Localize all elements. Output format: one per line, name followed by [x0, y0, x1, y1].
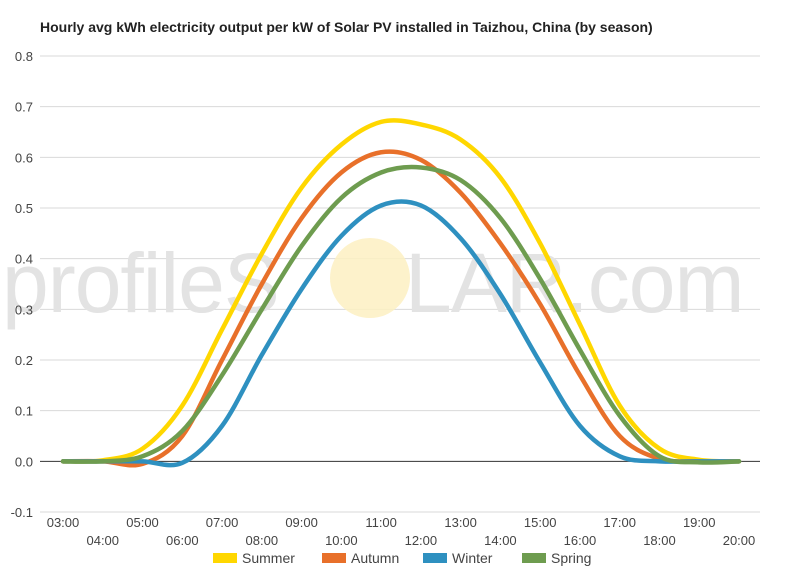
gridlines	[40, 55, 760, 513]
x-axis-ticks: 03:00 04:00 05:00 06:00 07:00 08:00 09:00 10:00…	[47, 515, 756, 548]
y-tick-label: 0.4	[15, 252, 33, 267]
x-tick-label: 17:00	[603, 515, 636, 530]
series-line-summer	[60, 118, 742, 464]
legend-label-spring: Spring	[551, 550, 591, 566]
legend-label-summer: Summer	[242, 550, 295, 566]
legend: Summer Autumn Winter Spring	[213, 550, 591, 566]
x-tick-label: 04:00	[86, 533, 119, 548]
x-tick-label: 11:00	[365, 515, 397, 530]
series-line-spring	[60, 164, 742, 465]
x-tick-label: 07:00	[206, 515, 239, 530]
legend-swatch-winter	[423, 553, 447, 563]
watermark: profileS LAR.com	[2, 236, 744, 330]
x-tick-label: 19:00	[683, 515, 716, 530]
y-tick-label: 0.2	[15, 353, 33, 368]
x-tick-label: 10:00	[325, 533, 358, 548]
y-tick-label: 0.5	[15, 201, 33, 216]
y-tick-label: 0.6	[15, 150, 33, 165]
legend-swatch-spring	[522, 553, 546, 563]
legend-swatch-summer	[213, 553, 237, 563]
y-axis-ticks: -0.1 0.0 0.1 0.2 0.3 0.4 0.5 0.6 0.7 0.8	[11, 49, 33, 520]
legend-swatch-autumn	[322, 553, 346, 563]
y-tick-label: 0.7	[15, 100, 33, 115]
y-tick-label: 0.8	[15, 49, 33, 64]
y-tick-label: 0.3	[15, 302, 33, 317]
y-tick-label: 0.1	[15, 404, 33, 419]
legend-label-winter: Winter	[452, 550, 493, 566]
x-tick-label: 05:00	[126, 515, 159, 530]
watermark-sun-icon	[330, 238, 410, 318]
watermark-text-left: profileS	[2, 236, 279, 330]
x-tick-label: 13:00	[444, 515, 477, 530]
x-tick-label: 06:00	[166, 533, 199, 548]
y-tick-label: 0.0	[15, 454, 33, 469]
x-tick-label: 03:00	[47, 515, 80, 530]
y-tick-label: -0.1	[11, 505, 33, 520]
x-tick-label: 14:00	[484, 533, 517, 548]
series-line-winter	[60, 199, 742, 468]
x-tick-label: 15:00	[524, 515, 557, 530]
chart-title: Hourly avg kWh electricity output per kW…	[40, 19, 653, 35]
x-tick-label: 12:00	[405, 533, 438, 548]
series-lines	[60, 118, 742, 468]
legend-label-autumn: Autumn	[351, 550, 399, 566]
x-tick-label: 08:00	[246, 533, 279, 548]
x-tick-label: 18:00	[643, 533, 676, 548]
x-tick-label: 09:00	[285, 515, 318, 530]
x-tick-label: 16:00	[564, 533, 597, 548]
x-tick-label: 20:00	[723, 533, 756, 548]
series-line-autumn	[60, 149, 742, 468]
